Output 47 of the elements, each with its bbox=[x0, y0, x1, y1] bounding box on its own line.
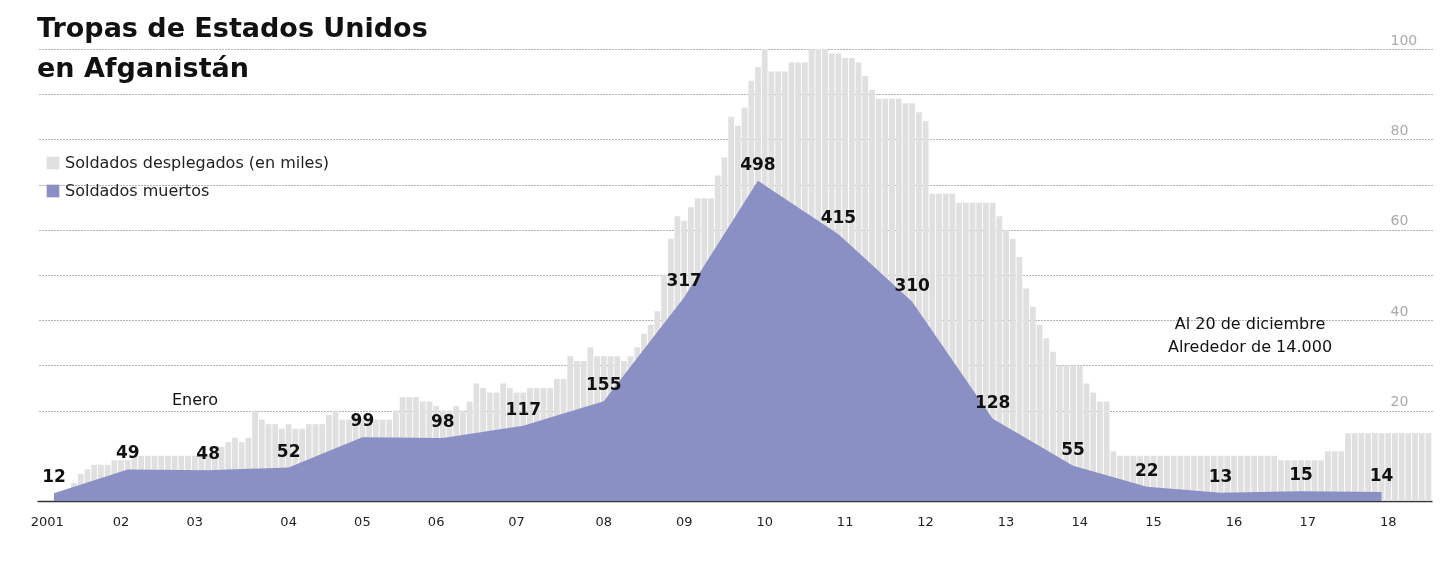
data-label: 13 bbox=[1208, 465, 1233, 486]
data-label: 52 bbox=[276, 440, 301, 461]
x-tick-label: 2001 bbox=[30, 513, 64, 529]
chart-title: Tropas de Estados Unidos en Afganistán bbox=[37, 12, 428, 83]
y-tick-label: 20 bbox=[1390, 393, 1409, 410]
data-label: 310 bbox=[894, 274, 931, 295]
y-tick-label: 100 bbox=[1390, 31, 1418, 48]
data-label: 317 bbox=[666, 270, 702, 291]
data-label: 55 bbox=[1061, 438, 1085, 459]
data-label: 12 bbox=[42, 466, 66, 487]
annotation: Alrededor de 14.000 bbox=[1167, 337, 1333, 356]
x-tick-label: 08 bbox=[595, 513, 613, 529]
y-tick-label: 80 bbox=[1390, 121, 1409, 138]
x-tick-label: 11 bbox=[836, 513, 854, 529]
x-tick-label: 09 bbox=[675, 513, 693, 529]
data-label: 155 bbox=[586, 374, 622, 395]
data-label: 14 bbox=[1369, 465, 1394, 485]
x-tick-label: 04 bbox=[280, 513, 297, 529]
annotation: Al 20 de diciembre bbox=[1174, 314, 1326, 333]
legend-label: Soldados desplegados (en miles) bbox=[65, 153, 330, 172]
data-label: 128 bbox=[974, 391, 1011, 412]
data-label: 415 bbox=[820, 207, 857, 228]
x-tick-label: 12 bbox=[917, 513, 934, 529]
data-label: 99 bbox=[350, 410, 375, 431]
x-tick-label: 18 bbox=[1379, 513, 1397, 529]
legend-label: Soldados muertos bbox=[65, 181, 210, 200]
x-tick-label: 06 bbox=[427, 513, 445, 529]
data-label: 22 bbox=[1135, 459, 1159, 480]
data-label: 498 bbox=[740, 153, 776, 174]
y-tick-label: 40 bbox=[1390, 302, 1409, 319]
x-tick-label: 07 bbox=[508, 513, 525, 529]
data-label: 49 bbox=[115, 442, 140, 463]
x-tick-label: 05 bbox=[354, 513, 371, 529]
data-label: 15 bbox=[1289, 464, 1313, 485]
x-tick-label: 17 bbox=[1299, 513, 1317, 529]
x-tick-label: 16 bbox=[1225, 513, 1243, 529]
data-label: 117 bbox=[505, 398, 542, 419]
x-tick-label: 10 bbox=[756, 513, 773, 529]
x-tick-label: 15 bbox=[1145, 513, 1162, 529]
y-tick-label: 60 bbox=[1390, 212, 1409, 229]
x-tick-label: 14 bbox=[1071, 513, 1089, 529]
x-tick-label: 13 bbox=[997, 513, 1015, 529]
data-label: 48 bbox=[196, 443, 221, 464]
data-label: 98 bbox=[431, 410, 455, 431]
annotation: Enero bbox=[171, 390, 219, 409]
x-tick-label: 03 bbox=[186, 513, 204, 529]
x-tick-label: 02 bbox=[112, 513, 130, 529]
